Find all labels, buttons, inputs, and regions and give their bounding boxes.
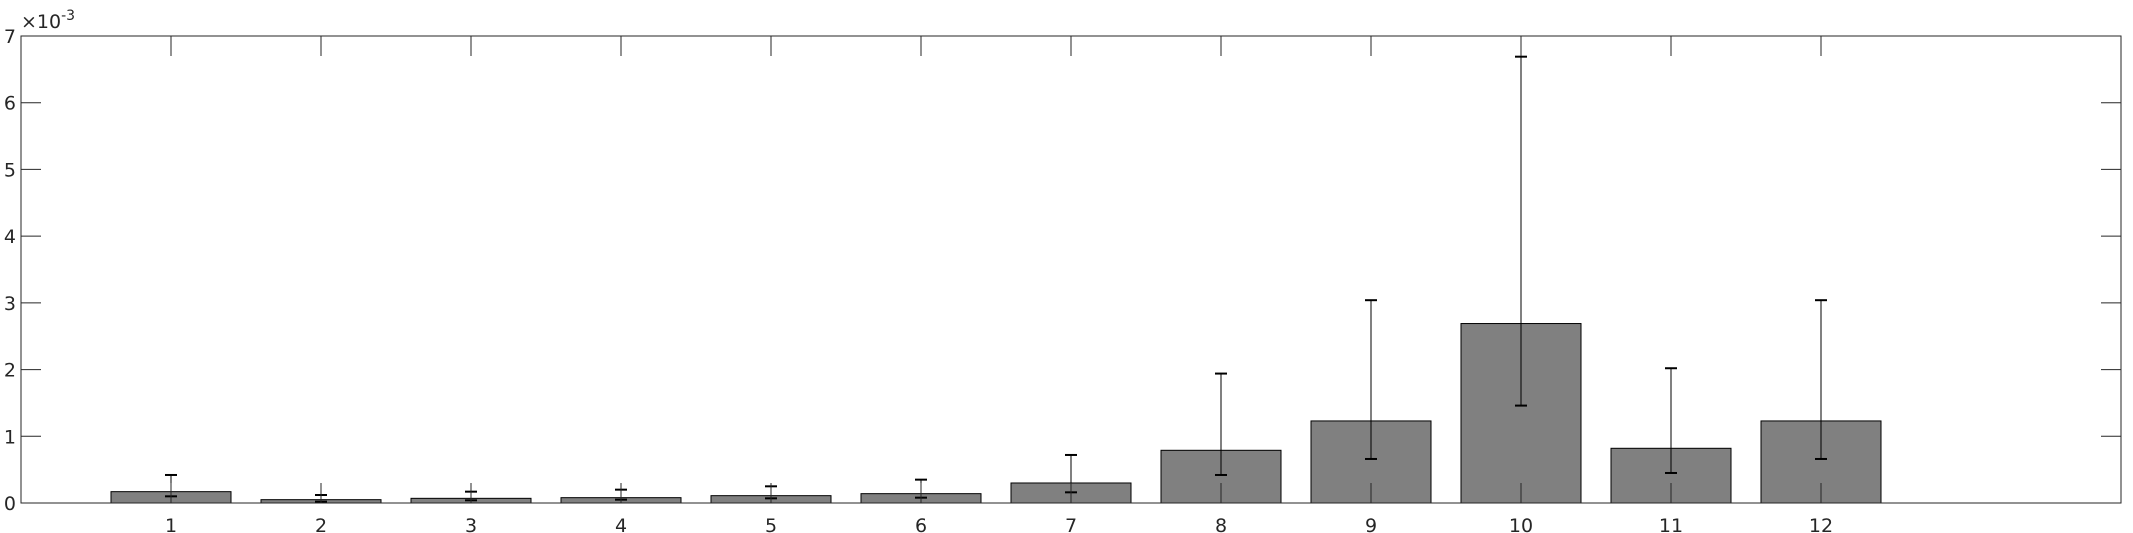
x-tick-label-2: 2 (315, 515, 327, 533)
y-tick-label-4: 4 (4, 226, 16, 248)
y-tick-label-7: 7 (4, 26, 16, 48)
y-exponent-label: ×10-3 (21, 8, 75, 33)
axes-box (20, 35, 2122, 504)
x-tick-label-8: 8 (1215, 515, 1227, 533)
x-tick-label-12: 12 (1809, 515, 1833, 533)
x-tick-label-9: 9 (1365, 515, 1377, 533)
y-tick-label-1: 1 (4, 426, 16, 448)
x-tick-label-7: 7 (1065, 515, 1077, 533)
exponent-base: ×10 (21, 11, 61, 33)
y-tick-label-6: 6 (4, 93, 16, 115)
x-tick-label-1: 1 (165, 515, 177, 533)
y-tick-label-5: 5 (4, 159, 16, 181)
error-bars-group (165, 55, 1827, 503)
y-tick-label-3: 3 (4, 293, 16, 315)
x-tick-label-4: 4 (615, 515, 627, 533)
x-tick-label-3: 3 (465, 515, 477, 533)
x-tick-label-11: 11 (1659, 515, 1683, 533)
exponent-power: -3 (61, 8, 75, 24)
x-tick-label-5: 5 (765, 515, 777, 533)
x-tick-label-6: 6 (915, 515, 927, 533)
x-tick-label-10: 10 (1509, 515, 1533, 533)
bars-group (110, 323, 1882, 504)
y-tick-label-0: 0 (4, 493, 16, 515)
y-tick-label-2: 2 (4, 360, 16, 382)
